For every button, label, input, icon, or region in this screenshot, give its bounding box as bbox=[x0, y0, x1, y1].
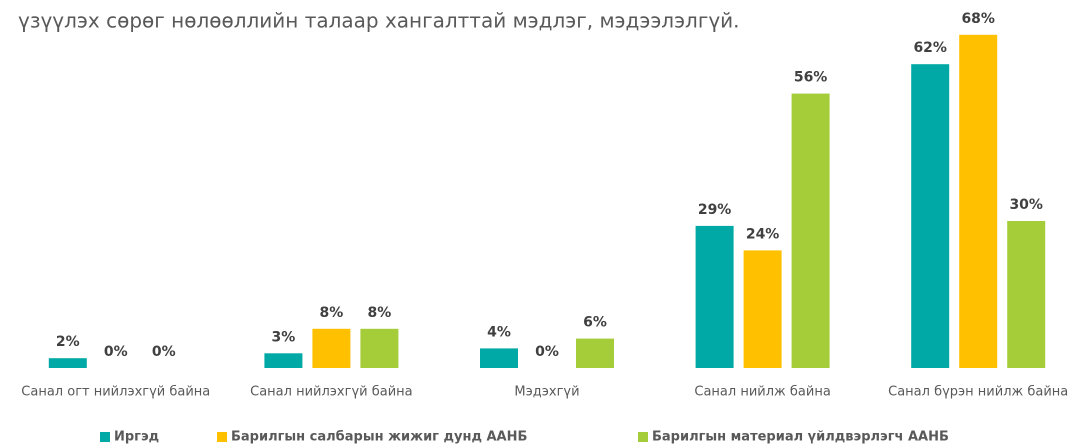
value-label: 4% bbox=[487, 324, 511, 340]
value-label: 8% bbox=[368, 305, 392, 321]
value-label: 6% bbox=[583, 315, 607, 331]
bar bbox=[312, 328, 351, 368]
value-label: 2% bbox=[56, 334, 80, 350]
x-tick-label: Мэдэхгүй bbox=[514, 385, 579, 400]
x-tick-label: Санал огт нийлэхгүй байна bbox=[21, 385, 210, 400]
value-label: 30% bbox=[1009, 197, 1043, 213]
bar bbox=[743, 250, 782, 368]
value-label: 0% bbox=[152, 344, 176, 360]
legend-swatch bbox=[638, 432, 648, 442]
value-label: 8% bbox=[320, 305, 344, 321]
legend-label: Иргэд bbox=[114, 430, 159, 445]
value-label: 0% bbox=[104, 344, 128, 360]
value-label: 68% bbox=[961, 11, 995, 27]
bar bbox=[791, 93, 830, 368]
x-tick-label: Санал бүрэн нийлж байна bbox=[888, 385, 1068, 400]
legend-label: Барилгын салбарын жижиг дунд ААНБ bbox=[231, 430, 527, 445]
value-label: 62% bbox=[913, 40, 947, 56]
bar bbox=[911, 64, 950, 368]
bar bbox=[695, 225, 734, 368]
value-label: 0% bbox=[535, 344, 559, 360]
legend-label: Барилгын материал үйлдвэрлэгч ААНБ bbox=[652, 430, 949, 445]
value-label: 3% bbox=[272, 329, 296, 345]
legend-swatch bbox=[217, 432, 227, 442]
bar bbox=[480, 348, 518, 368]
chart-title: үзүүлэх сөрөг нөлөөллийн талаар хангалтт… bbox=[18, 9, 740, 33]
bar bbox=[1007, 221, 1046, 368]
legend-swatch bbox=[100, 432, 110, 442]
value-label: 56% bbox=[794, 70, 828, 86]
x-tick-label: Санал нийлэхгүй байна bbox=[250, 385, 413, 400]
bar bbox=[264, 353, 303, 368]
bar bbox=[576, 338, 614, 368]
bar bbox=[48, 358, 87, 368]
value-label: 29% bbox=[698, 202, 732, 218]
bar bbox=[959, 34, 998, 369]
value-label: 24% bbox=[746, 226, 780, 242]
x-tick-label: Санал нийлж байна bbox=[694, 385, 830, 400]
bar bbox=[360, 328, 399, 368]
